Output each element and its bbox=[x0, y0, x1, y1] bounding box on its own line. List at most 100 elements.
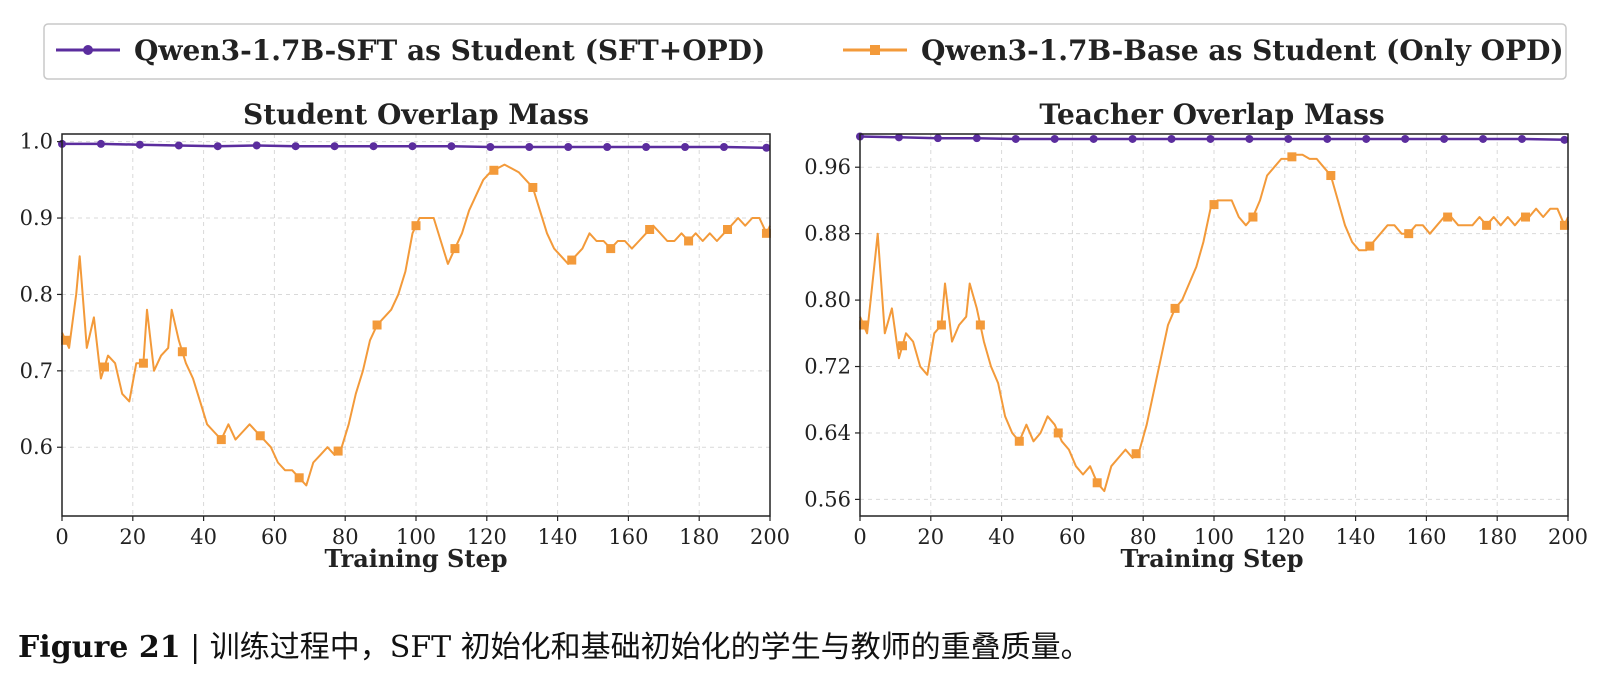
data-point bbox=[1517, 134, 1526, 143]
y-tick-label: 0.64 bbox=[804, 421, 851, 445]
data-point bbox=[1245, 134, 1254, 143]
data-point bbox=[603, 142, 612, 151]
x-tick-label: 140 bbox=[538, 525, 578, 549]
data-point bbox=[1284, 134, 1293, 143]
data-point bbox=[1521, 212, 1531, 222]
data-point bbox=[933, 134, 942, 143]
data-point bbox=[606, 244, 616, 254]
y-tick-label: 0.7 bbox=[20, 359, 53, 383]
gridlines bbox=[61, 134, 771, 516]
series-line-base bbox=[61, 163, 771, 487]
y-tick-label: 0.72 bbox=[804, 355, 851, 379]
data-point bbox=[936, 320, 946, 330]
data-point bbox=[681, 142, 690, 151]
data-point bbox=[1479, 134, 1488, 143]
data-point bbox=[1128, 134, 1137, 143]
data-point bbox=[972, 134, 981, 143]
data-point bbox=[411, 221, 421, 231]
data-point bbox=[1362, 134, 1371, 143]
data-point bbox=[1050, 134, 1059, 143]
x-tick-label: 100 bbox=[396, 525, 436, 549]
data-point bbox=[564, 142, 573, 151]
data-point bbox=[1560, 135, 1569, 144]
x-tick-label: 0 bbox=[853, 525, 866, 549]
data-point bbox=[1404, 229, 1414, 239]
data-point bbox=[1323, 134, 1332, 143]
data-point bbox=[252, 141, 261, 150]
data-point bbox=[975, 320, 985, 330]
x-tick-label: 160 bbox=[1406, 525, 1446, 549]
x-tick-label: 40 bbox=[190, 525, 217, 549]
legend-marker-sft bbox=[83, 45, 93, 55]
data-point bbox=[1248, 212, 1258, 222]
data-point bbox=[255, 431, 265, 441]
data-point bbox=[761, 228, 771, 238]
data-point bbox=[1167, 134, 1176, 143]
data-point bbox=[528, 182, 538, 192]
data-point bbox=[408, 142, 417, 151]
series-markers bbox=[58, 139, 771, 483]
x-tick-label: 60 bbox=[261, 525, 288, 549]
data-point bbox=[216, 435, 226, 445]
data-point bbox=[859, 320, 869, 330]
data-point bbox=[99, 362, 109, 372]
chart-title: Student Overlap Mass bbox=[243, 98, 589, 131]
data-point bbox=[333, 446, 343, 456]
legend-marker-base bbox=[870, 45, 880, 55]
chart-title: Teacher Overlap Mass bbox=[1039, 98, 1384, 131]
data-point bbox=[567, 255, 577, 265]
data-point bbox=[372, 320, 382, 330]
x-tick-label: 100 bbox=[1194, 525, 1234, 549]
y-tick-label: 0.88 bbox=[804, 222, 851, 246]
x-tick-label: 60 bbox=[1059, 525, 1086, 549]
data-point bbox=[1170, 303, 1180, 313]
figure-caption: Figure 21 | 训练过程中，SFT 初始化和基础初始化的学生与教师的重叠… bbox=[18, 622, 1588, 666]
tick-labels: 0 20 40 60 80 100 120 140 160 180 200 0.56 0.64 0.72 0… bbox=[804, 155, 1588, 549]
data-point bbox=[894, 133, 903, 142]
data-point bbox=[1443, 212, 1453, 222]
data-point bbox=[294, 473, 304, 483]
data-point bbox=[1401, 134, 1410, 143]
caption-separator: | bbox=[180, 630, 210, 665]
data-point bbox=[684, 236, 694, 246]
x-tick-label: 160 bbox=[608, 525, 648, 549]
x-tick-label: 40 bbox=[988, 525, 1015, 549]
y-tick-label: 0.96 bbox=[804, 155, 851, 179]
data-point bbox=[1014, 436, 1024, 446]
legend-entry-sft: Qwen3-1.7B-SFT as Student (SFT+OPD) bbox=[56, 34, 765, 67]
data-point bbox=[525, 142, 534, 151]
data-point bbox=[61, 335, 71, 345]
data-point bbox=[1011, 134, 1020, 143]
x-tick-label: 140 bbox=[1336, 525, 1376, 549]
x-tick-label: 20 bbox=[917, 525, 944, 549]
data-point bbox=[762, 143, 771, 152]
data-point bbox=[369, 142, 378, 151]
data-point bbox=[1287, 152, 1297, 162]
series-lines bbox=[61, 142, 771, 487]
y-tick-label: 0.9 bbox=[20, 206, 53, 230]
y-tick-label: 0.80 bbox=[804, 288, 851, 312]
x-axis-label: Training Step bbox=[1120, 544, 1303, 573]
tick-labels: 0 20 40 60 80 100 120 140 160 180 200 0.6 0.7 0.8 0.9 1… bbox=[20, 130, 790, 549]
legend-label-base: Qwen3-1.7B-Base as Student (Only OPD) bbox=[921, 34, 1564, 67]
legend-frame bbox=[43, 23, 1567, 80]
data-point bbox=[177, 347, 187, 357]
x-tick-label: 120 bbox=[467, 525, 507, 549]
data-point bbox=[645, 225, 655, 234]
data-point bbox=[138, 358, 148, 368]
data-point bbox=[96, 139, 105, 148]
y-tick-label: 1.0 bbox=[20, 130, 53, 154]
y-tick-label: 0.56 bbox=[804, 487, 851, 511]
caption-text: 训练过程中，SFT 初始化和基础初始化的学生与教师的重叠质量。 bbox=[209, 630, 1091, 665]
x-tick-label: 80 bbox=[1130, 525, 1157, 549]
data-point bbox=[1053, 428, 1063, 438]
data-point bbox=[330, 142, 339, 151]
gridlines bbox=[859, 134, 1569, 516]
x-tick-label: 180 bbox=[1477, 525, 1517, 549]
data-point bbox=[1092, 478, 1102, 488]
series-markers bbox=[856, 132, 1569, 488]
x-tick-label: 120 bbox=[1265, 525, 1305, 549]
y-tick-label: 0.6 bbox=[20, 435, 53, 459]
data-point bbox=[447, 142, 456, 151]
data-point bbox=[1365, 241, 1375, 251]
